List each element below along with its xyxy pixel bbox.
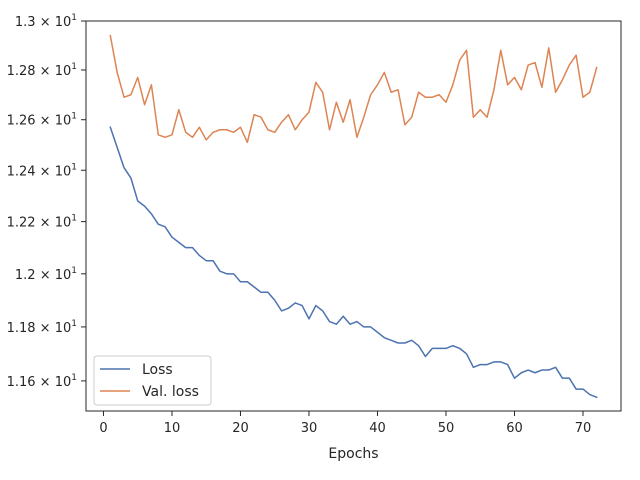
y-tick-label: 1.18 × 101: [7, 319, 77, 336]
legend: Loss Val. loss: [93, 355, 212, 406]
y-tick-label: 1.24 × 101: [7, 162, 77, 179]
x-tick-label: 0: [99, 421, 107, 436]
series-layer: [109, 34, 598, 399]
x-tick-label: 20: [232, 421, 249, 436]
y-tick-label: 1.16 × 101: [7, 373, 77, 390]
x-axis-label: Epochs: [328, 446, 378, 462]
x-tick-label: 70: [575, 421, 592, 436]
x-tick-label: 40: [369, 421, 386, 436]
y-tick-label: 1.22 × 101: [7, 214, 77, 231]
legend-label: Loss: [142, 362, 173, 378]
x-tick-label: 10: [164, 421, 181, 436]
axes-layer: 0 10 20 30 40 50 60 70 1.16 × 101 1.18 × 101 1.2 ×…: [7, 13, 622, 436]
y-tick-label: 1.26 × 101: [7, 112, 77, 129]
y-tick-label: 1.28 × 101: [7, 62, 77, 79]
plot-area: [86, 21, 621, 411]
y-tick-label: 1.2 × 101: [15, 266, 77, 283]
x-tick-label: 30: [301, 421, 318, 436]
x-tick-label: 60: [506, 421, 523, 436]
axes-frame: [85, 20, 622, 412]
series-line-val-loss: [109, 34, 598, 144]
legend-label: Val. loss: [142, 384, 199, 400]
x-tick-label: 50: [438, 421, 455, 436]
y-tick-label: 1.3 × 101: [15, 13, 77, 30]
series-line-loss: [109, 126, 598, 399]
